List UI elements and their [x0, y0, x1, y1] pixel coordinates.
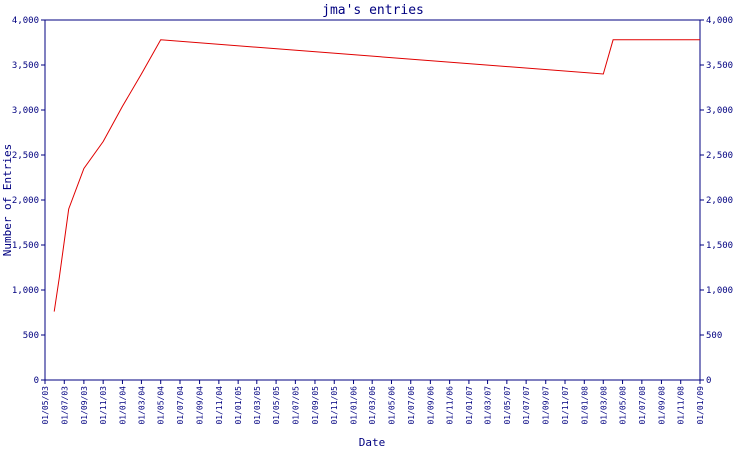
right-y-axis: 0 500 1,000 1,500 2,000 2,500 3,000 3,500 4,000: [700, 16, 733, 386]
x-tick-label: 01/11/08: [677, 386, 686, 425]
y-tick-label: 4,000: [12, 16, 39, 26]
y-tick-label-right: 0: [706, 376, 711, 386]
x-tick-label: 01/07/07: [522, 386, 531, 425]
y-tick-label-right: 3,500: [706, 61, 733, 71]
x-tick-label: 01/07/03: [60, 386, 69, 425]
x-tick-label: 01/01/06: [350, 386, 359, 425]
x-tick-label: 01/05/08: [619, 386, 628, 425]
x-tick-label: 01/11/07: [561, 386, 570, 425]
x-tick-label: 01/11/04: [215, 386, 224, 425]
chart-title: jma's entries: [322, 3, 424, 18]
y-tick-label: 2,000: [12, 196, 39, 206]
x-tick-label: 01/11/03: [99, 386, 108, 425]
x-tick-label: 01/05/03: [41, 386, 50, 425]
x-tick-label: 01/03/06: [368, 386, 377, 425]
x-tick-label: 01/09/06: [426, 386, 435, 425]
y-tick-label: 3,500: [12, 61, 39, 71]
x-tick-label: 01/07/06: [407, 386, 416, 425]
y-tick-label: 500: [23, 331, 39, 341]
x-tick-label: 01/07/04: [176, 386, 185, 425]
x-tick-label: 01/01/07: [465, 386, 474, 425]
y-tick-label-right: 2,500: [706, 151, 733, 161]
x-tick-label: 01/05/07: [503, 386, 512, 425]
x-tick-label: 01/09/03: [80, 386, 89, 425]
x-tick-label: 01/11/05: [330, 386, 339, 425]
x-tick-label: 01/09/07: [542, 386, 551, 425]
y-tick-label-right: 3,000: [706, 106, 733, 116]
x-tick-label: 01/05/05: [272, 386, 281, 425]
x-tick-label: 01/01/09: [696, 386, 705, 425]
x-tick-label: 01/05/06: [387, 386, 396, 425]
x-axis: 01/05/03 01/07/03 01/09/03 01/11/03 01/01/04…: [41, 380, 705, 425]
x-tick-label: 01/09/05: [311, 386, 320, 425]
y-tick-label-right: 4,000: [706, 16, 733, 26]
y-tick-label: 2,500: [12, 151, 39, 161]
x-axis-label: Date: [359, 436, 386, 449]
left-y-axis: 0 500 1,000 1,500 2,000 2,500 3,000 3,500 4,000: [12, 16, 45, 386]
x-tick-label: 01/01/08: [580, 386, 589, 425]
x-tick-label: 01/09/08: [657, 386, 666, 425]
y-tick-label-right: 500: [706, 331, 722, 341]
x-tick-label: 01/03/07: [484, 386, 493, 425]
y-tick-label-right: 1,000: [706, 286, 733, 296]
x-tick-label: 01/05/04: [157, 386, 166, 425]
x-tick-label: 01/09/04: [196, 386, 205, 425]
y-tick-label: 0: [34, 376, 39, 386]
y-tick-label-right: 1,500: [706, 241, 733, 251]
x-tick-label: 01/03/05: [253, 386, 262, 425]
y-tick-label: 1,000: [12, 286, 39, 296]
x-tick-label: 01/01/04: [118, 386, 127, 425]
x-tick-label: 01/07/05: [291, 386, 300, 425]
x-tick-label: 01/01/05: [234, 386, 243, 425]
y-tick-label: 1,500: [12, 241, 39, 251]
x-tick-label: 01/07/08: [638, 386, 647, 425]
x-tick-label: 01/03/04: [137, 386, 146, 425]
x-tick-label: 01/11/06: [446, 386, 455, 425]
y-axis-label: Number of Entries: [1, 144, 14, 257]
y-tick-label-right: 2,000: [706, 196, 733, 206]
series-line: [53, 39, 700, 312]
y-tick-label: 3,000: [12, 106, 39, 116]
x-tick-label: 01/03/08: [599, 386, 608, 425]
